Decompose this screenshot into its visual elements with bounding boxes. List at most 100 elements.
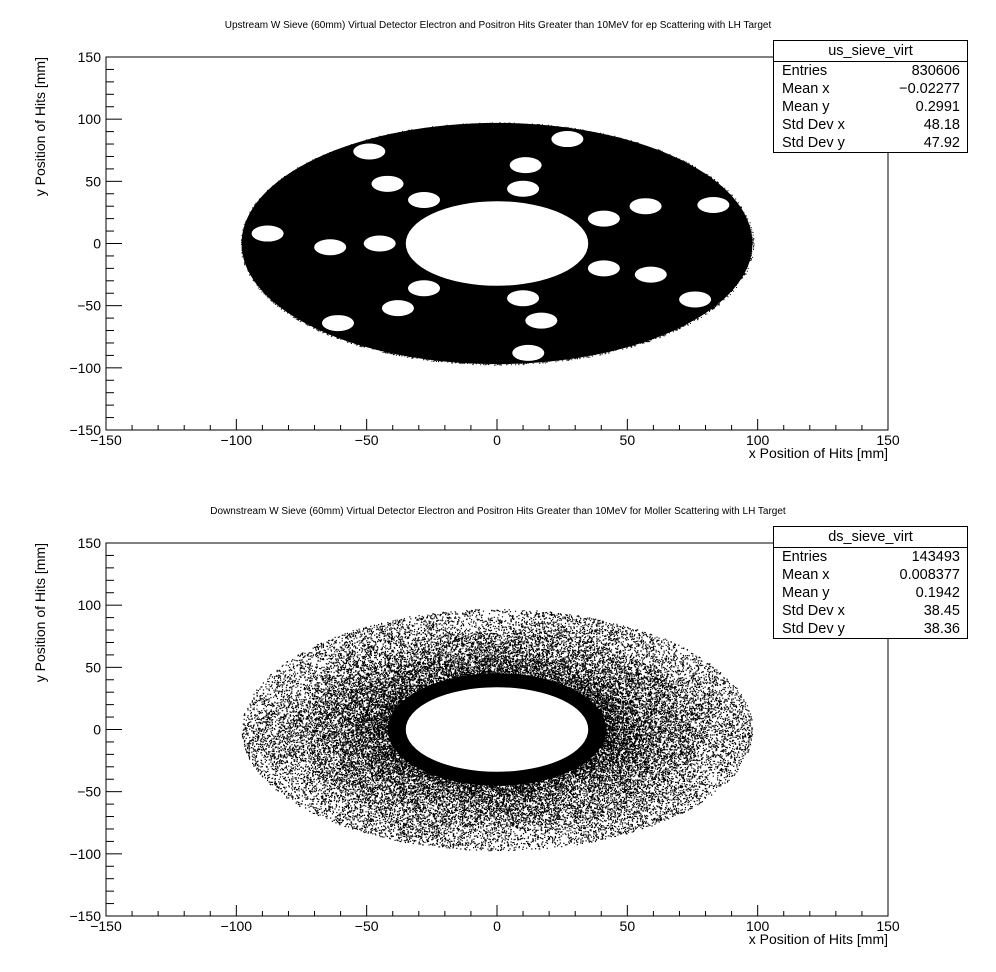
y-tick-label: 150: [78, 49, 102, 65]
x-axis-title: x Position of Hits [mm]: [749, 931, 888, 947]
sieve-hole: [587, 260, 620, 277]
y-tick-label: 150: [78, 535, 102, 551]
y-tick-label: −100: [69, 360, 101, 376]
stats-label: Mean x: [782, 567, 830, 583]
y-axis-ticks: [106, 542, 122, 917]
sieve-hole: [634, 266, 667, 283]
bottom-histogram-panel: Downstream W Sieve (60mm) Virtual Detect…: [0, 486, 996, 972]
stats-value: 48.18: [923, 117, 960, 133]
y-axis-title: y Position of Hits [mm]: [32, 543, 48, 682]
x-tick-label: 150: [876, 432, 900, 448]
stats-value: 0.2991: [915, 99, 960, 115]
sieve-hole: [697, 196, 730, 213]
scattered-hits: [241, 609, 754, 852]
stats-name: ds_sieve_virt: [774, 527, 967, 548]
stats-box: us_sieve_virt Entries 830606 Mean x −0.022…: [773, 40, 968, 153]
sieve-hole: [512, 344, 545, 361]
stats-value: 143493: [911, 549, 960, 565]
y-tick-label: 100: [78, 597, 102, 613]
stats-value: 0.1942: [915, 585, 960, 601]
stats-row: Mean y 0.2991: [774, 98, 967, 116]
x-tick-label: 150: [876, 918, 900, 934]
y-axis-ticks: [106, 56, 122, 431]
sieve-hole: [363, 235, 396, 252]
y-tick-label: −100: [69, 846, 101, 862]
stats-row: Std Dev y 38.36: [774, 620, 967, 638]
stats-value: 0.008377: [899, 567, 960, 583]
stats-name: us_sieve_virt: [774, 41, 967, 62]
hit-distribution: [240, 122, 755, 366]
x-tick-label: −50: [355, 432, 379, 448]
top-histogram-panel: Upstream W Sieve (60mm) Virtual Detector…: [32, 20, 968, 461]
x-tick-label: 50: [620, 918, 636, 934]
sieve-hole: [525, 312, 558, 329]
sieve-hole: [408, 191, 441, 208]
stats-row: Std Dev y 47.92: [774, 134, 967, 152]
x-tick-label: 100: [746, 432, 770, 448]
y-tick-label: 0: [93, 722, 101, 738]
y-tick-label: −150: [69, 908, 101, 924]
stats-value: 47.92: [923, 135, 960, 151]
sieve-hole: [251, 225, 284, 242]
stats-label: Mean x: [782, 81, 830, 97]
sieve-hole: [587, 210, 620, 227]
sieve-hole: [507, 290, 540, 307]
stats-row: Mean x −0.02277: [774, 80, 967, 98]
sieve-hole: [507, 180, 540, 197]
bottom-scatter-plot: −150 −100 −50 0 50 100 150 −150 −100 −50 0 50 100 150…: [32, 535, 900, 947]
annulus-inner-hole: [405, 201, 589, 286]
stats-row: Mean x 0.008377: [774, 566, 967, 584]
stats-value: 38.45: [923, 603, 960, 619]
stats-row: Entries 830606: [774, 62, 967, 80]
stats-label: Mean y: [782, 99, 830, 115]
x-tick-label: −50: [355, 918, 379, 934]
x-tick-label: −100: [221, 432, 253, 448]
chart-title: Upstream W Sieve (60mm) Virtual Detector…: [224, 20, 772, 31]
y-tick-label: 100: [78, 111, 102, 127]
x-tick-label: −150: [90, 918, 122, 934]
x-tick-label: 0: [493, 432, 501, 448]
stats-value: 830606: [911, 63, 960, 79]
stats-label: Std Dev x: [782, 117, 845, 133]
hit-distribution: [241, 609, 754, 852]
annulus-inner-hole: [405, 687, 589, 772]
sieve-hole: [509, 157, 542, 174]
sieve-hole: [353, 143, 386, 160]
sieve-hole: [321, 315, 354, 332]
x-tick-label: 100: [746, 918, 770, 934]
stats-label: Entries: [782, 549, 828, 565]
stats-label: Std Dev y: [782, 621, 845, 637]
stats-row: Entries 143493: [774, 548, 967, 566]
x-tick-label: −150: [90, 432, 122, 448]
top-scatter-plot: −150 −100 −50 0 50 100 150 −150 −100 −50 0 50 100 150…: [32, 49, 900, 461]
y-tick-label: −50: [77, 784, 101, 800]
y-tick-label: −150: [69, 422, 101, 438]
y-tick-label: −50: [77, 298, 101, 314]
stats-row: Std Dev x 38.45: [774, 602, 967, 620]
x-tick-label: 50: [620, 432, 636, 448]
sieve-hole: [629, 198, 662, 215]
stats-label: Entries: [782, 63, 828, 79]
x-axis-ticks: [105, 905, 889, 916]
y-tick-label: 50: [85, 173, 101, 189]
x-tick-label: 0: [493, 918, 501, 934]
x-axis-ticks: [105, 419, 889, 430]
stats-value: −0.02277: [899, 81, 960, 97]
stats-label: Mean y: [782, 585, 830, 601]
stats-label: Std Dev x: [782, 603, 845, 619]
y-tick-label: 0: [93, 236, 101, 252]
sieve-hole: [551, 131, 584, 148]
sieve-hole: [371, 175, 404, 192]
stats-row: Mean y 0.1942: [774, 584, 967, 602]
sieve-hole: [408, 280, 441, 297]
x-axis-title: x Position of Hits [mm]: [749, 445, 888, 461]
stats-row: Std Dev x 48.18: [774, 116, 967, 134]
sieve-hole: [314, 239, 347, 256]
sieve-hole: [381, 300, 414, 317]
x-tick-label: −100: [221, 918, 253, 934]
sieve-hole: [679, 291, 712, 308]
stats-value: 38.36: [923, 621, 960, 637]
stats-label: Std Dev y: [782, 135, 845, 151]
y-axis-title: y Position of Hits [mm]: [32, 57, 48, 196]
chart-title: Downstream W Sieve (60mm) Virtual Detect…: [210, 506, 786, 517]
